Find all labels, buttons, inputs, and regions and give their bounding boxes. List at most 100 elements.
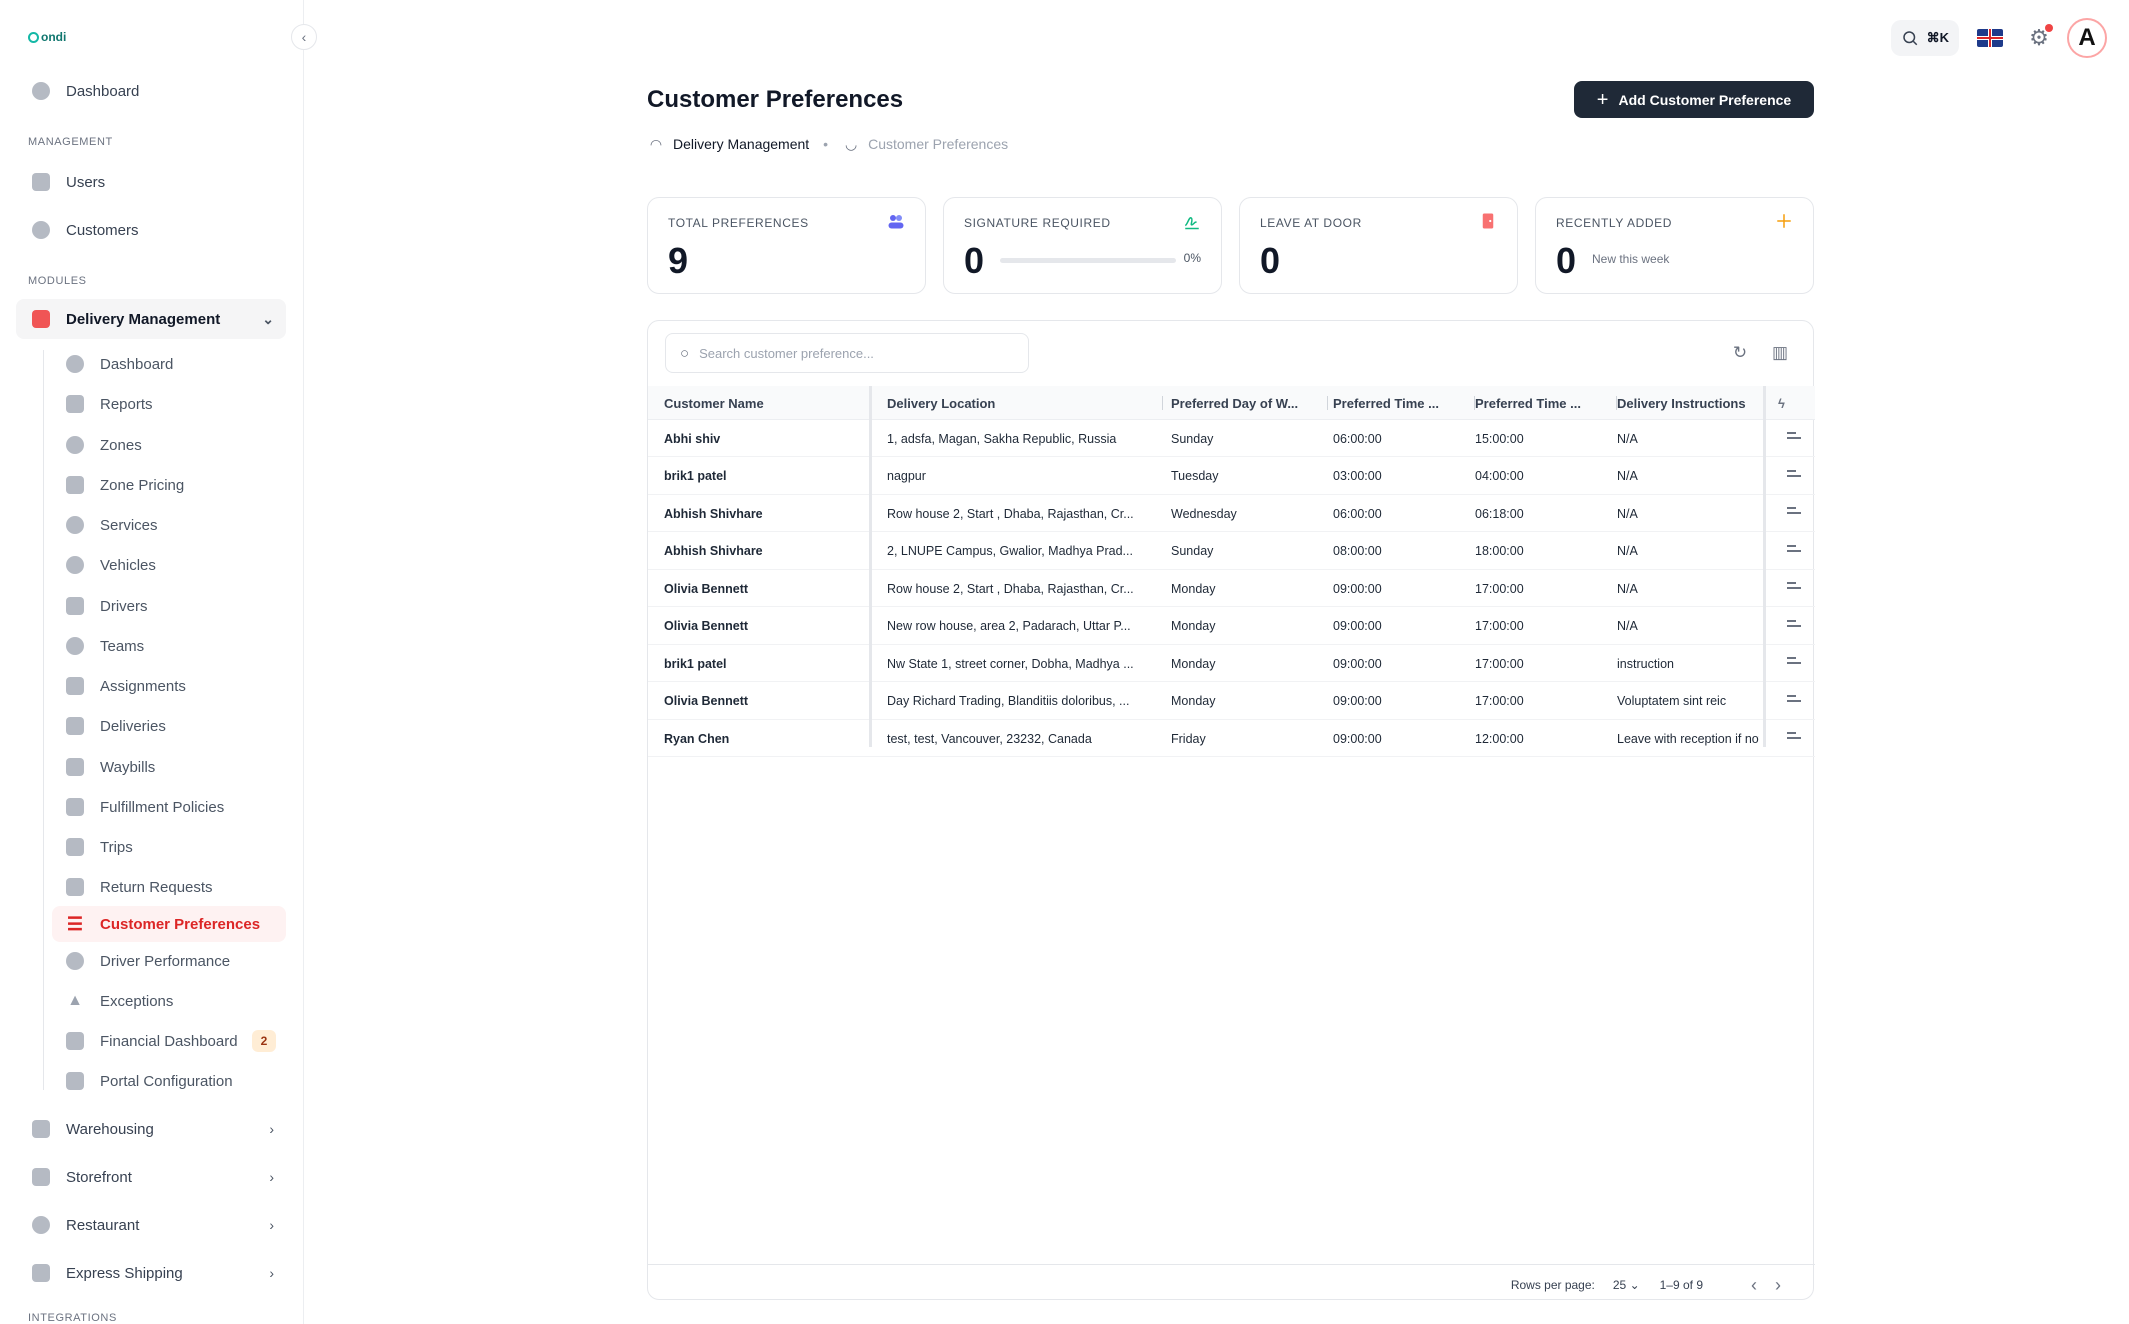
chevron-right-icon: ›: [269, 1265, 274, 1281]
sidebar-item-dashboard[interactable]: Dashboard: [16, 71, 286, 111]
sidebar-subitem-reports[interactable]: Reports: [52, 386, 286, 422]
sidebar-subitem-dashboard[interactable]: Dashboard: [52, 346, 286, 382]
row-actions-icon[interactable]: [1787, 694, 1801, 707]
resize-handle[interactable]: [1474, 396, 1475, 410]
sidebar-subitem-financial-dashboard[interactable]: Financial Dashboard 2: [52, 1023, 286, 1059]
plus-icon: [1777, 214, 1791, 228]
previous-page-button[interactable]: ‹: [1751, 1275, 1757, 1296]
stat-value: 9: [668, 240, 689, 281]
columns-icon: ▥: [1771, 343, 1789, 362]
sidebar-item-storefront[interactable]: Storefront ›: [16, 1157, 286, 1197]
sidebar-item-delivery-management[interactable]: Delivery Management ⌄: [16, 299, 286, 339]
gauge-icon: [64, 950, 86, 972]
search-icon: [1902, 31, 1917, 46]
sidebar-subitem-label: Zones: [100, 436, 142, 454]
column-settings-button[interactable]: ▥: [1770, 343, 1790, 363]
sidebar-subitem-trips[interactable]: Trips: [52, 829, 286, 865]
resize-handle[interactable]: [1162, 396, 1163, 410]
stat-card-leave-at-door: LEAVE AT DOOR 0: [1239, 197, 1518, 294]
next-page-button[interactable]: ›: [1775, 1275, 1781, 1296]
column-header-preferred-time-end[interactable]: Preferred Time ...: [1475, 386, 1617, 420]
settings-button[interactable]: ⚙: [2027, 24, 2053, 50]
table-cell: Leave with reception if not: [1617, 731, 1759, 746]
sidebar-item-users[interactable]: Users: [16, 162, 286, 202]
sidebar-subitem-assignments[interactable]: Assignments: [52, 668, 286, 704]
sidebar-subitem-fulfillment-policies[interactable]: Fulfillment Policies: [52, 789, 286, 825]
breadcrumb-parent[interactable]: Delivery Management: [673, 136, 810, 152]
stat-card-recently-added: RECENTLY ADDED 0 New this week: [1535, 197, 1814, 294]
sidebar-subitem-drivers[interactable]: Drivers: [52, 588, 286, 624]
avatar[interactable]: A: [2067, 18, 2107, 58]
sidebar-subitem-return-requests[interactable]: Return Requests: [52, 869, 286, 905]
row-actions-icon[interactable]: [1787, 732, 1801, 744]
row-actions-icon[interactable]: [1787, 507, 1801, 519]
rows-per-page-select[interactable]: 25 ⌄: [1613, 1278, 1640, 1292]
table-row[interactable]: Olivia Bennett Day Richard Trading, Bland…: [648, 683, 1815, 720]
row-actions-icon[interactable]: [1787, 657, 1801, 669]
sidebar-item-express-shipping[interactable]: Express Shipping ›: [16, 1253, 286, 1293]
sidebar-subitem-teams[interactable]: Teams: [52, 628, 286, 664]
sidebar-subitem-deliveries[interactable]: Deliveries: [52, 708, 286, 744]
column-header-preferred-time-start[interactable]: Preferred Time ...: [1333, 386, 1475, 420]
global-search-button[interactable]: ⌘K: [1890, 20, 1959, 56]
sidebar-subitem-zone-pricing[interactable]: Zone Pricing: [52, 467, 286, 503]
table-cell: instruction: [1617, 656, 1674, 671]
table-row[interactable]: brik1 patel nagpur Tuesday 03:00:00 04:00:00…: [648, 458, 1815, 495]
row-actions-icon[interactable]: [1787, 544, 1801, 557]
sidebar-item-customers[interactable]: Customers: [16, 210, 286, 250]
row-actions-icon[interactable]: [1787, 619, 1801, 632]
sidebar-subitem-label: Return Requests: [100, 878, 213, 896]
chevron-down-icon: ⌄: [262, 310, 274, 327]
table-row[interactable]: Ryan Chen test, test, Vancouver, 23232, C…: [648, 720, 1815, 757]
sidebar-subitem-label: Exceptions: [100, 992, 174, 1010]
table-cell: 09:00:00: [1333, 619, 1382, 633]
search-input[interactable]: ○ Search customer preference...: [665, 333, 1029, 373]
sidebar-subitem-portal-configuration[interactable]: Portal Configuration: [52, 1063, 286, 1099]
add-customer-preference-button[interactable]: + Add Customer Preference: [1574, 81, 1814, 118]
sidebar-subitem-customer-preferences[interactable]: ☰ Customer Preferences: [52, 906, 286, 942]
column-header-preferred-day[interactable]: Preferred Day of W...: [1171, 386, 1328, 420]
app-logo[interactable]: ondi: [28, 30, 66, 44]
column-header-customer-name[interactable]: Customer Name: [664, 386, 872, 420]
row-actions-icon[interactable]: [1787, 432, 1801, 444]
collapse-sidebar-button[interactable]: ‹: [291, 24, 317, 50]
table-cell: brik1 patel: [664, 656, 727, 671]
table-cell: Friday: [1171, 731, 1206, 746]
sidebar-subitem-label: Teams: [100, 637, 145, 655]
uk-flag-icon[interactable]: [1977, 29, 2003, 47]
column-header-delivery-instructions[interactable]: Delivery Instructions: [1617, 386, 1757, 420]
sidebar-subitem-services[interactable]: Services: [52, 507, 286, 543]
table-row[interactable]: Abhi shiv 1, adsfa, Magan, Sakha Republic…: [648, 420, 1815, 457]
row-actions-icon[interactable]: [1787, 582, 1801, 594]
sidebar-subitem-driver-performance[interactable]: Driver Performance: [52, 943, 286, 979]
row-actions-icon[interactable]: [1787, 469, 1801, 482]
sidebar-subitem-exceptions[interactable]: ▲ Exceptions: [52, 983, 286, 1019]
table-cell: Monday: [1171, 656, 1216, 671]
chevron-right-icon: ›: [269, 1217, 274, 1233]
column-header-delivery-location[interactable]: Delivery Location: [887, 386, 1163, 420]
table-cell: 17:00:00: [1475, 656, 1524, 671]
table-cell: 12:00:00: [1475, 731, 1524, 746]
resize-handle[interactable]: [1327, 396, 1328, 410]
table-cell: 06:00:00: [1333, 431, 1382, 446]
table-row[interactable]: Olivia Bennett Row house 2, Start , Dhaba…: [648, 570, 1815, 607]
table-row[interactable]: Abhish Shivhare Row house 2, Start , Dhab…: [648, 495, 1815, 532]
table-cell: Row house 2, Start , Dhaba, Rajasthan, C…: [887, 581, 1134, 596]
table-row[interactable]: Abhish Shivhare 2, LNUPE Campus, Gwalior,…: [648, 533, 1815, 570]
resize-handle[interactable]: [1616, 396, 1617, 410]
sidebar-subitem-zones[interactable]: Zones: [52, 427, 286, 463]
refresh-button[interactable]: ↻: [1730, 343, 1750, 363]
sidebar-item-restaurant[interactable]: Restaurant ›: [16, 1205, 286, 1245]
table-cell: 2, LNUPE Campus, Gwalior, Madhya Prad...: [887, 544, 1133, 558]
table-row[interactable]: brik1 patel Nw State 1, street corner, Do…: [648, 645, 1815, 682]
table-cell: Wednesday: [1171, 506, 1237, 521]
column-header-label: Preferred Time ...: [1475, 395, 1581, 411]
sidebar-item-warehousing[interactable]: Warehousing ›: [16, 1109, 286, 1149]
table-cell: Olivia Bennett: [664, 619, 749, 633]
sidebar-subitem-vehicles[interactable]: Vehicles: [52, 547, 286, 583]
sidebar-item-label: Storefront: [66, 1168, 132, 1186]
column-header-label: Customer Name: [664, 395, 764, 411]
sidebar-subitem-waybills[interactable]: Waybills: [52, 749, 286, 785]
stat-label: TOTAL PREFERENCES: [668, 216, 809, 230]
table-row[interactable]: Olivia Bennett New row house, area 2, Pad…: [648, 608, 1815, 645]
